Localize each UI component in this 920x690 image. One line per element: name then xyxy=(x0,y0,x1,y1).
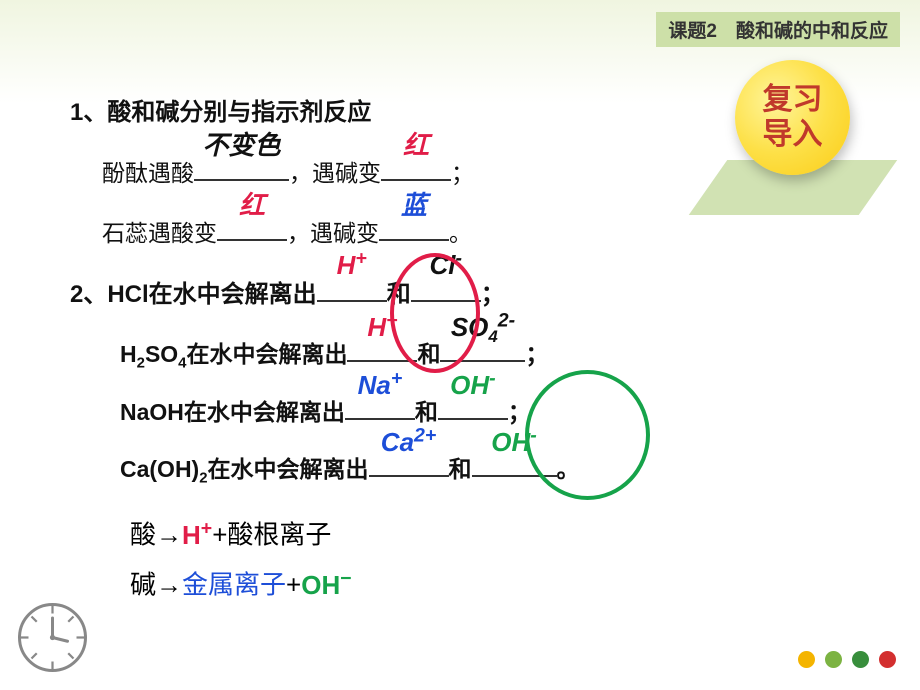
h2so4-txt: 在水中会解离出 xyxy=(186,341,347,367)
sum-acid-b: +酸根离子 xyxy=(212,520,331,550)
q1-l3-blank1: 红 xyxy=(217,172,287,240)
q1-l2-c: ； xyxy=(451,160,474,186)
naoh-txt: NaOH在水中会解离出 xyxy=(120,399,345,425)
q1-l3-a: 石蕊遇酸变 xyxy=(102,220,217,246)
caoh-ion2: OH- xyxy=(472,410,557,475)
slide-content: 1、酸和碱分别与指示剂反应 酚酞遇酸不变色，遇碱变红； 石蕊遇酸变红，遇碱变蓝。… xyxy=(70,82,690,499)
caoh-ion1: Ca2+ xyxy=(369,410,449,475)
summary-base: 碱→金属离子+OH− xyxy=(130,560,352,610)
dot-2 xyxy=(825,651,842,668)
hcl-ion1: H+ xyxy=(317,232,387,300)
dot-1 xyxy=(798,651,815,668)
q1-l2-a: 酚酞遇酸 xyxy=(102,160,194,186)
h2so4-ion2: SO42- xyxy=(440,295,525,360)
review-line1: 复习 xyxy=(763,83,823,118)
sum-acid-h: H+ xyxy=(182,520,212,550)
sum-base-metal: 金属离子 xyxy=(182,570,286,600)
naoh-ion1: Na+ xyxy=(345,353,415,418)
summary-block: 酸→H++酸根离子 碱→金属离子+OH− xyxy=(130,510,352,610)
review-badge: 复习 导入 xyxy=(735,60,850,175)
clock-icon xyxy=(15,600,90,675)
hcl-ion2: Cl- xyxy=(411,232,481,300)
dot-3 xyxy=(852,651,869,668)
q1-l2-blank1: 不变色 xyxy=(194,112,289,180)
caoh-formula: Ca(OH)2 xyxy=(120,456,208,482)
q1-lead: 1、酸和碱分别与指示剂反应 xyxy=(70,82,690,144)
sum-acid-a: 酸→ xyxy=(130,520,182,550)
q2-lead: 2、HCl在水中会解离出 xyxy=(70,281,317,308)
naoh-ion2: OH- xyxy=(438,353,508,418)
q2-mid4: 和 xyxy=(449,456,472,482)
q1-l3-blank2: 蓝 xyxy=(379,172,449,240)
summary-acid: 酸→H++酸根离子 xyxy=(130,510,352,560)
q1-l2-blank2: 红 xyxy=(381,112,451,180)
dot-4 xyxy=(879,651,896,668)
sum-base-a: 碱→ xyxy=(130,570,182,600)
caoh-txt: 在水中会解离出 xyxy=(208,456,369,482)
sum-base-oh: OH− xyxy=(301,570,351,600)
review-line2: 导入 xyxy=(763,118,823,153)
sum-base-plus: + xyxy=(286,570,301,600)
h2so4-formula: H2SO4 xyxy=(120,341,186,367)
q2-tail2: ； xyxy=(525,341,548,367)
h2so4-ion1: H+ xyxy=(347,295,417,360)
q2-caoh: Ca(OH)2在水中会解离出Ca2+和OH-。 xyxy=(70,441,690,499)
topic-badge: 课题2 酸和碱的中和反应 xyxy=(656,12,900,47)
q1-l2-b: ，遇碱变 xyxy=(289,160,381,186)
q2-tail4: 。 xyxy=(557,456,580,482)
slide-dots xyxy=(798,651,896,668)
